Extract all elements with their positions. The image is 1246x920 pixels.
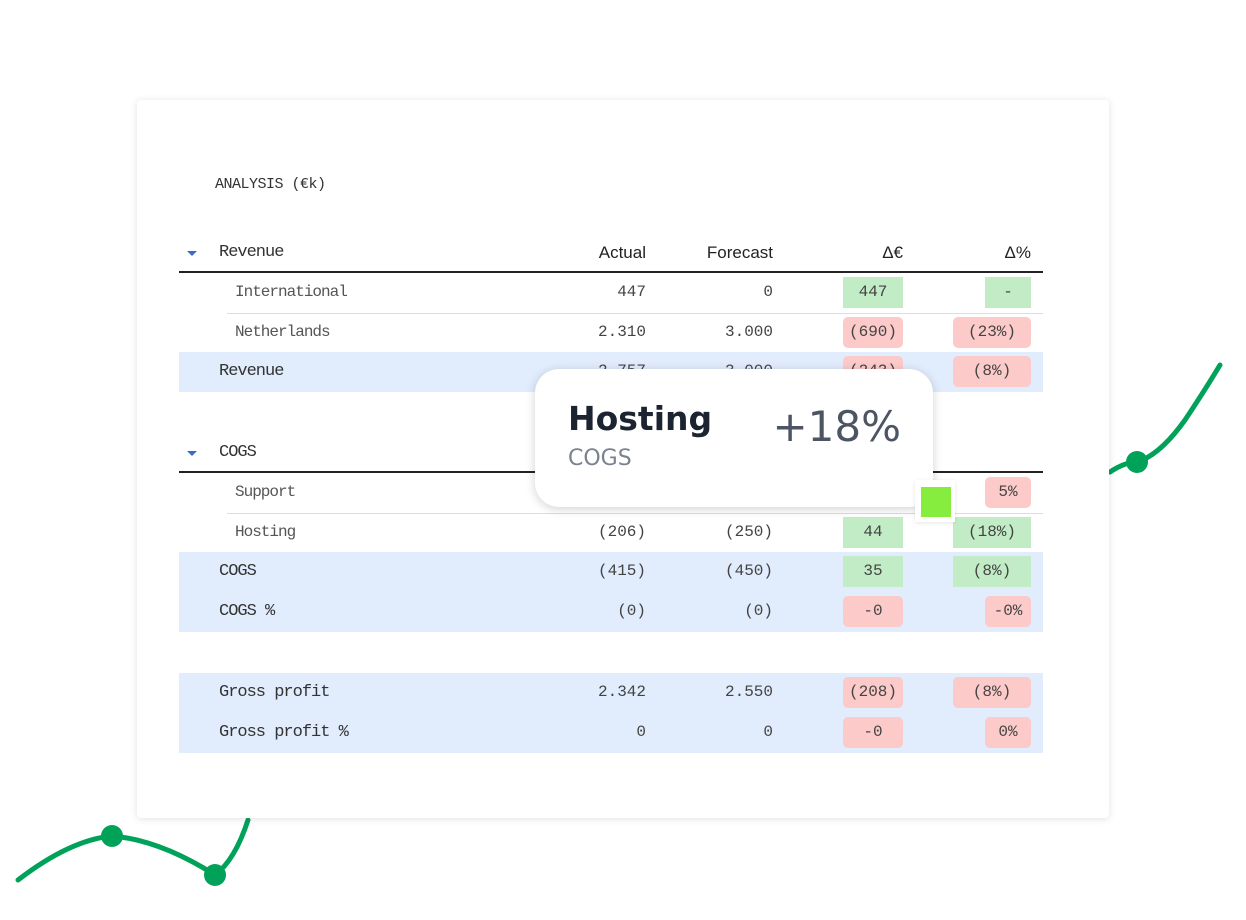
tooltip-change: +18% bbox=[772, 402, 901, 451]
section-header-revenue[interactable]: Revenue Actual Forecast Δ€ Δ% bbox=[179, 233, 1043, 273]
marker-fill bbox=[921, 487, 951, 517]
forecast-value: (450) bbox=[724, 562, 773, 580]
tooltip-category: COGS bbox=[568, 446, 632, 471]
delta-eur-badge: 44 bbox=[843, 517, 903, 548]
forecast-value: 0 bbox=[763, 283, 773, 301]
total-row[interactable]: COGS % (0) (0) -0 -0% bbox=[179, 592, 1043, 632]
row-label: Gross profit bbox=[219, 683, 330, 702]
delta-pct-badge: (18%) bbox=[953, 517, 1031, 548]
actual-value: (206) bbox=[597, 523, 646, 541]
forecast-value: (0) bbox=[744, 602, 773, 620]
row-label: Netherlands bbox=[235, 323, 331, 341]
gross-profit-row[interactable]: Gross profit 2.342 2.550 (208) (8%) bbox=[179, 673, 1043, 713]
forecast-value: 3.000 bbox=[724, 323, 773, 341]
section-title: COGS bbox=[219, 443, 257, 462]
row-label: COGS % bbox=[219, 602, 275, 621]
column-header: Δ% bbox=[1004, 243, 1031, 262]
column-header: Forecast bbox=[706, 243, 773, 262]
forecast-value: 2.550 bbox=[724, 683, 773, 701]
table-row[interactable]: Netherlands 2.310 3.000 (690) (23%) bbox=[227, 313, 1043, 354]
delta-pct-badge: 5% bbox=[985, 477, 1031, 508]
delta-pct-badge: (8%) bbox=[953, 677, 1031, 708]
delta-pct-badge: (23%) bbox=[953, 317, 1031, 348]
total-row[interactable]: COGS (415) (450) 35 (8%) bbox=[179, 552, 1043, 592]
marker-square bbox=[915, 480, 955, 522]
card-title: ANALYSIS (€k) bbox=[215, 176, 326, 193]
delta-eur-badge: (690) bbox=[843, 317, 903, 348]
caret-down-icon[interactable] bbox=[187, 251, 197, 256]
forecast-value: 0 bbox=[763, 723, 773, 741]
row-label: Revenue bbox=[219, 362, 284, 381]
delta-eur-badge: -0 bbox=[843, 596, 903, 627]
delta-eur-badge: 35 bbox=[843, 556, 903, 587]
delta-eur-badge: -0 bbox=[843, 717, 903, 748]
delta-pct-badge: - bbox=[985, 277, 1031, 308]
forecast-value: (250) bbox=[724, 523, 773, 541]
row-label: COGS bbox=[219, 562, 257, 581]
actual-value: 0 bbox=[636, 723, 646, 741]
actual-value: (0) bbox=[617, 602, 646, 620]
actual-value: 2.342 bbox=[597, 683, 646, 701]
section-title: Revenue bbox=[219, 243, 284, 262]
delta-pct-badge: (8%) bbox=[953, 556, 1031, 587]
table-row[interactable]: International 447 0 447 - bbox=[227, 273, 1043, 314]
row-label: International bbox=[235, 283, 348, 301]
table-row[interactable]: Support 5% bbox=[227, 473, 1043, 514]
row-label: Support bbox=[235, 483, 296, 501]
column-header: Actual bbox=[598, 243, 646, 262]
delta-eur-badge: 447 bbox=[843, 277, 903, 308]
delta-eur-badge: (208) bbox=[843, 677, 903, 708]
actual-value: (415) bbox=[597, 562, 646, 580]
tooltip: Hosting COGS +18% bbox=[535, 369, 933, 507]
delta-pct-badge: 0% bbox=[985, 717, 1031, 748]
gross-profit-row[interactable]: Gross profit % 0 0 -0 0% bbox=[179, 713, 1043, 753]
delta-pct-badge: -0% bbox=[985, 596, 1031, 627]
row-label: Hosting bbox=[235, 523, 296, 541]
caret-down-icon[interactable] bbox=[187, 451, 197, 456]
row-label: Gross profit % bbox=[219, 723, 349, 742]
delta-pct-badge: (8%) bbox=[953, 356, 1031, 387]
actual-value: 2.310 bbox=[597, 323, 646, 341]
actual-value: 447 bbox=[617, 283, 646, 301]
tooltip-name: Hosting bbox=[568, 399, 713, 438]
column-header: Δ€ bbox=[882, 243, 903, 262]
